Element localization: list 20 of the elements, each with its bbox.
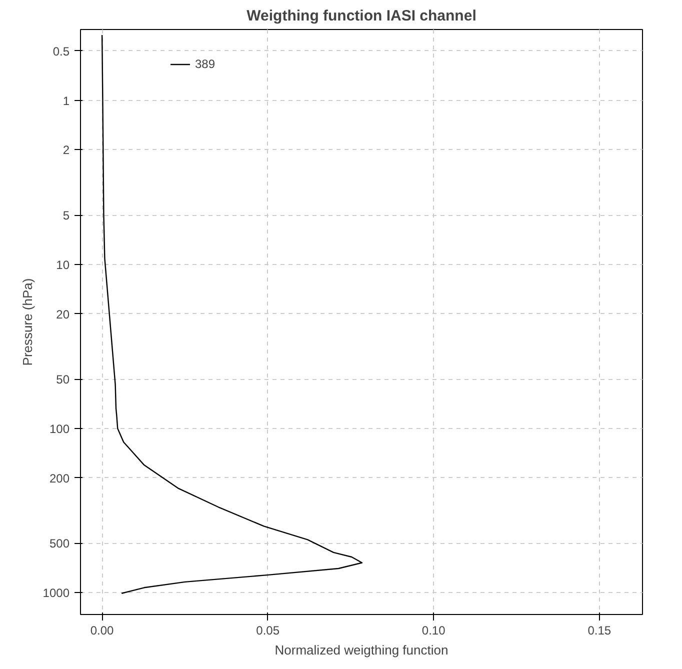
y-tick-label: 5 — [62, 208, 70, 223]
x-axis-title: Normalized weigthing function — [274, 642, 448, 658]
y-tick-label: 1 — [62, 94, 70, 108]
y-tick-label: 2 — [62, 143, 70, 158]
x-tick-label: 0.05 — [256, 624, 280, 638]
y-axis-title: Pressure (hPa) — [20, 278, 35, 366]
chart-title: Weigthing function IASI channel — [246, 8, 476, 24]
x-tick-label: 0.15 — [588, 624, 612, 638]
line-series — [101, 34, 363, 594]
legend-label: 389 — [195, 57, 216, 71]
y-tick-label: 0.5 — [52, 44, 70, 58]
y-tick-label: 100 — [49, 422, 70, 436]
y-tick-label: 500 — [49, 536, 70, 551]
y-tick-label: 1000 — [42, 586, 70, 600]
x-tick-label: 0.00 — [90, 624, 114, 638]
y-tick-label: 10 — [56, 258, 70, 272]
x-tick-label: 0.10 — [422, 624, 446, 638]
y-tick-label: 50 — [56, 372, 70, 387]
y-tick-label: 200 — [49, 471, 70, 486]
y-tick-label: 20 — [56, 307, 70, 322]
